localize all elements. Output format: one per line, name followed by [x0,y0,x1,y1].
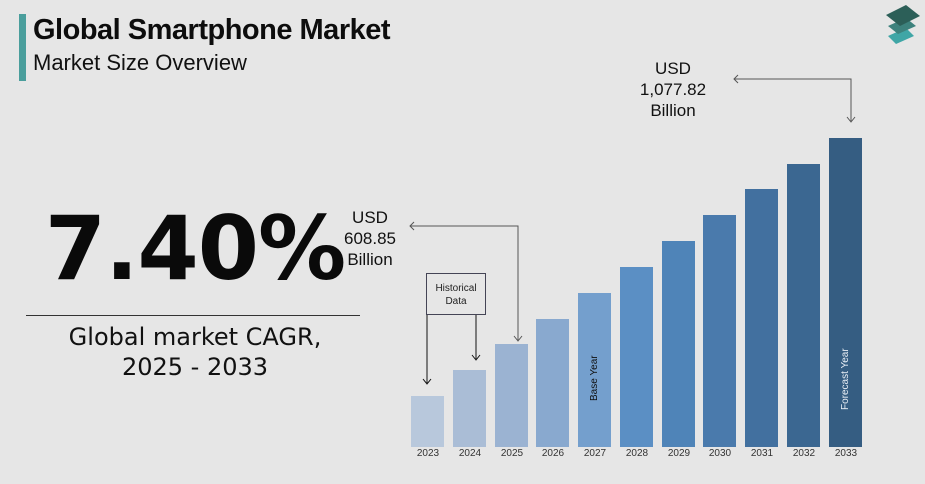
title-accent-bar [19,14,26,81]
cagr-label-line2: 2025 - 2033 [121,353,269,381]
end-value-callout: USD 1,077.82 Billion [628,58,718,121]
bar-2031 [745,189,778,447]
historical-label-line1: Historical [435,283,477,294]
start-value-currency: USD [352,208,388,227]
bar-2025 [495,344,528,447]
end-value-amount: 1,077.82 [639,80,707,99]
bar-2024 [453,370,486,447]
bar-2027 [578,293,611,447]
x-tick-label: 2027 [583,448,607,459]
forecast-year-label: Forecast Year [840,348,851,410]
historical-label-line2: Data [445,296,467,307]
historical-data-box: Historical Data [426,273,486,315]
cagr-divider [26,315,360,316]
x-tick-label: 2024 [458,448,482,459]
x-tick-label: 2031 [750,448,774,459]
x-tick-label: 2030 [708,448,732,459]
cagr-label-line1: Global market CAGR, [68,323,322,351]
layers-logo-icon [886,5,920,44]
page-title: Global Smartphone Market [33,14,391,46]
x-tick-label: 2023 [416,448,440,459]
bar-2033 [829,138,862,447]
cagr-value: 7.40% [44,197,346,300]
cagr-label: Global market CAGR, 2025 - 2033 [30,322,360,382]
bar-2030 [703,215,736,447]
base-year-label: Base Year [589,355,600,401]
start-value-callout: USD 608.85 Billion [335,207,405,270]
bar-2026 [536,319,569,447]
end-value-currency: USD [655,59,691,78]
bar-2032 [787,164,820,447]
x-tick-label: 2029 [667,448,691,459]
end-value-unit: Billion [650,101,696,120]
x-tick-label: 2032 [792,448,816,459]
bar-2028 [620,267,653,447]
x-tick-label: 2025 [500,448,524,459]
x-tick-label: 2033 [834,448,858,459]
x-tick-label: 2026 [541,448,565,459]
x-tick-label: 2028 [625,448,649,459]
start-value-unit: Billion [347,250,393,269]
page-subtitle: Market Size Overview [33,50,247,75]
bar-2029 [662,241,695,447]
start-value-amount: 608.85 [344,229,396,248]
bar-2023 [411,396,444,447]
